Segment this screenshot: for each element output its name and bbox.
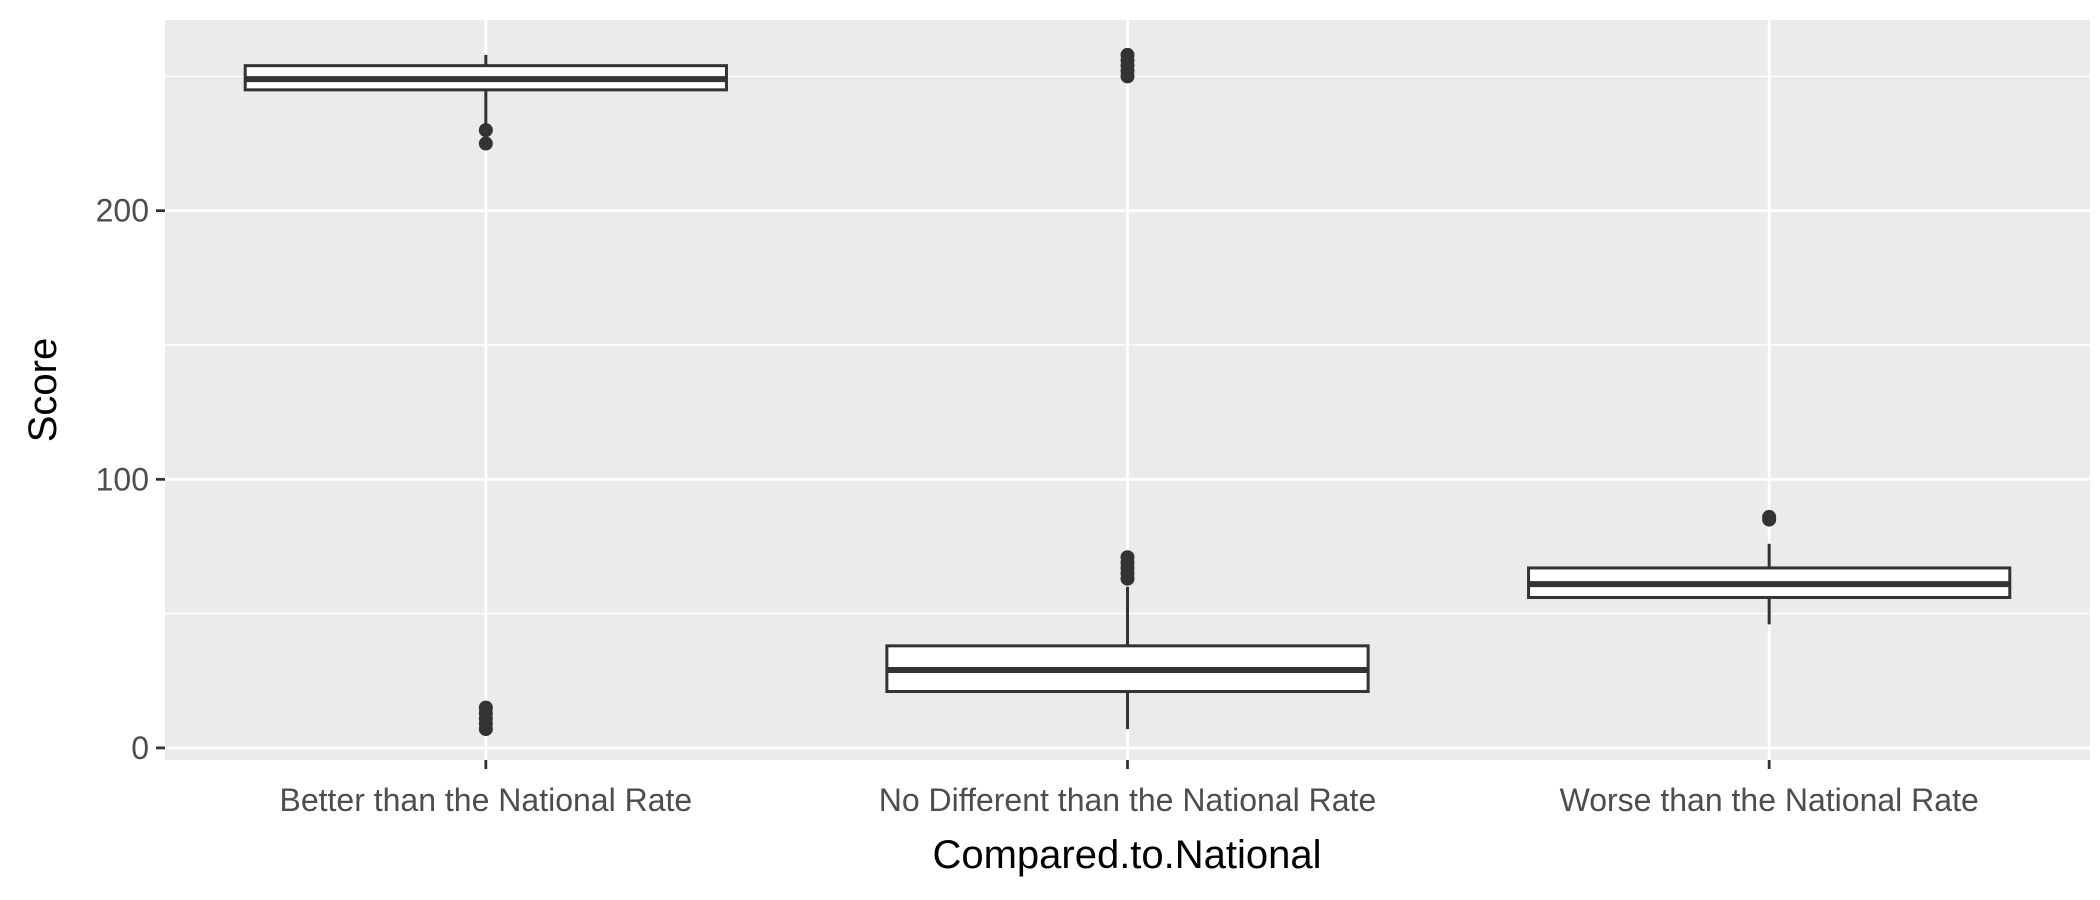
- x-tick-label: No Different than the National Rate: [879, 782, 1376, 818]
- y-tick-label: 0: [131, 730, 149, 766]
- y-tick-label: 100: [96, 461, 149, 497]
- outlier-point: [478, 123, 493, 138]
- x-tick-label: Better than the National Rate: [279, 782, 692, 818]
- x-axis-ticks: Better than the National Rate No Differen…: [279, 760, 1979, 818]
- y-axis-ticks: 0 100 200: [96, 193, 165, 766]
- y-tick-label: 200: [96, 193, 149, 229]
- boxes-layer: [243, 47, 2012, 737]
- x-axis-title: Compared.to.National: [932, 833, 1321, 877]
- outlier-point: [1120, 550, 1135, 565]
- outlier-point: [478, 700, 493, 715]
- outlier-point: [478, 136, 493, 151]
- box-group: [1527, 509, 2012, 625]
- outlier-point: [1762, 509, 1777, 524]
- x-tick-label: Worse than the National Rate: [1560, 782, 1979, 818]
- box-group: [243, 54, 728, 737]
- major-gridlines: [165, 20, 2090, 760]
- y-axis-title: Score: [21, 338, 65, 443]
- box-group: [885, 47, 1370, 730]
- outlier-point: [1120, 47, 1135, 62]
